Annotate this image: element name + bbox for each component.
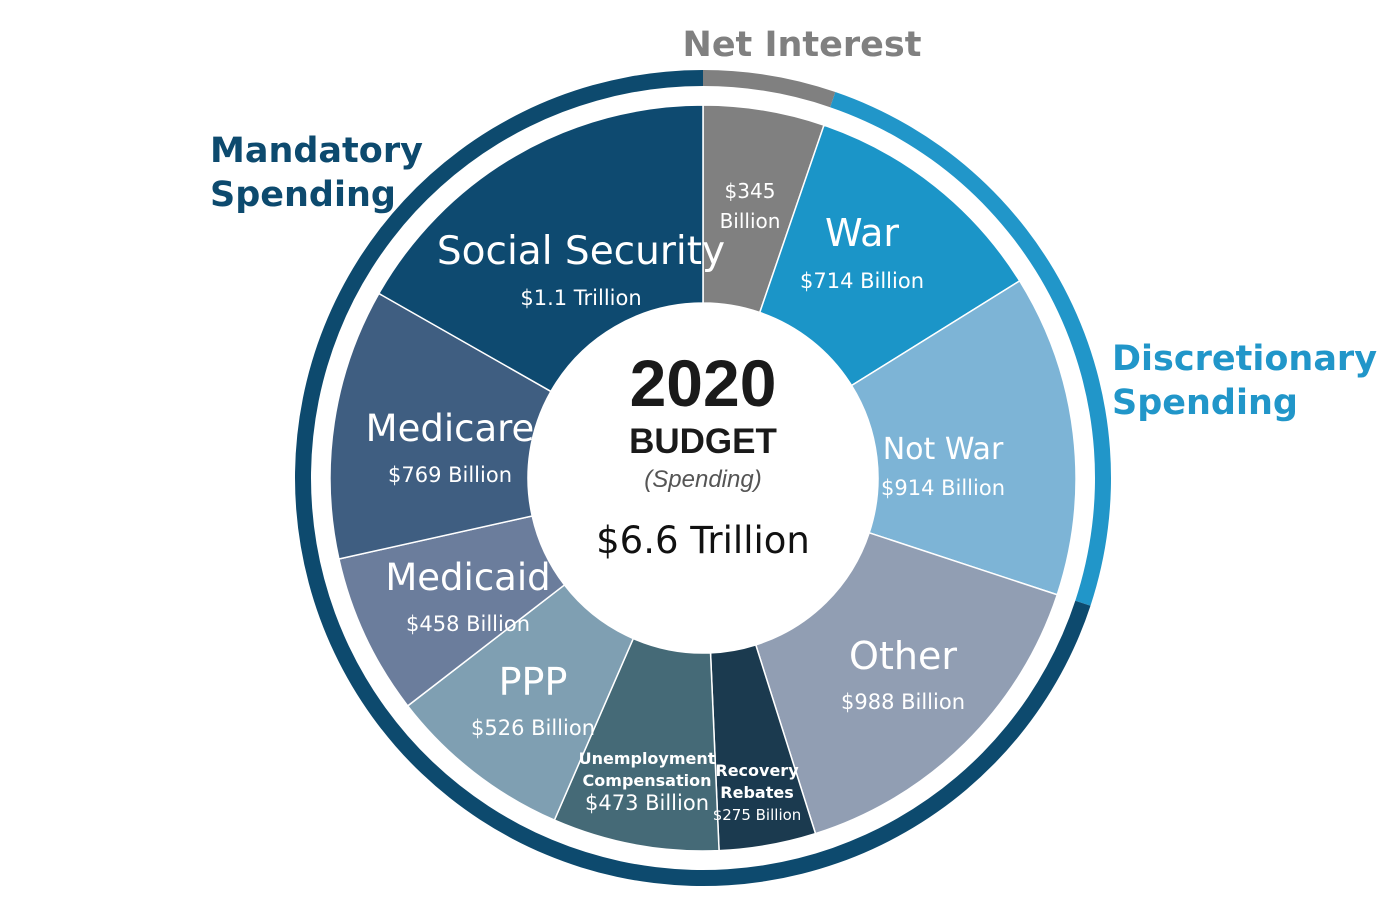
- slice-label-medicaid: Medicaid: [385, 556, 550, 599]
- slice-value-other: $988 Billion: [841, 690, 965, 714]
- center-budget: BUDGET: [629, 422, 777, 461]
- slice-value-medicaid: $458 Billion: [406, 612, 530, 636]
- group-label-discretionary-spending: Spending: [1112, 383, 1298, 423]
- slice-labels: $345 Billion War $714 Billion Not War $914 Bi…: [366, 179, 1005, 824]
- slice-label-recovery-rebates: Rebates: [720, 783, 793, 802]
- slice-label-war: War: [825, 211, 899, 255]
- center-year: 2020: [630, 346, 777, 420]
- slice-label-unemployment-compensation: Unemployment: [579, 749, 716, 768]
- group-ring: [295, 70, 1112, 886]
- slice-value-unemployment-compensation: $473 Billion: [585, 791, 709, 815]
- slice-value-net-interest: Billion: [720, 209, 781, 233]
- center-hole: [528, 303, 878, 653]
- slice-label-other: Other: [849, 634, 957, 678]
- slice-label-recovery-rebates: Recovery: [715, 761, 799, 780]
- slice-value-net-interest: $345: [725, 179, 776, 203]
- group-labels: Net InterestDiscretionarySpendingMandato…: [210, 25, 1377, 423]
- slice-value-ppp: $526 Billion: [471, 716, 595, 740]
- slice-label-social-security: Social Security: [437, 229, 725, 274]
- group-label-net-interest: Net Interest: [683, 25, 922, 65]
- group-label-mandatory-spending: Spending: [210, 175, 396, 215]
- group-label-mandatory-spending: Mandatory: [210, 131, 423, 171]
- slice-label-ppp: PPP: [499, 660, 568, 704]
- center-label: 2020 BUDGET (Spending) $6.6 Trillion: [596, 346, 810, 562]
- slice-label-not-war: Not War: [883, 432, 1004, 467]
- slice-value-not-war: $914 Billion: [881, 476, 1005, 500]
- slice-value-social-security: $1.1 Trillion: [520, 286, 641, 310]
- slice-label-medicare: Medicare: [366, 407, 535, 450]
- center-subtitle: (Spending): [644, 466, 761, 493]
- slice-label-unemployment-compensation: Compensation: [583, 771, 712, 790]
- slice-value-medicare: $769 Billion: [388, 463, 512, 487]
- center-total: $6.6 Trillion: [596, 519, 810, 562]
- slice-value-war: $714 Billion: [800, 269, 924, 293]
- ring-net-interest: [703, 70, 836, 108]
- group-label-discretionary-spending: Discretionary: [1112, 339, 1377, 379]
- pie-slices: [329, 104, 1077, 852]
- slice-value-recovery-rebates: $275 Billion: [713, 806, 802, 824]
